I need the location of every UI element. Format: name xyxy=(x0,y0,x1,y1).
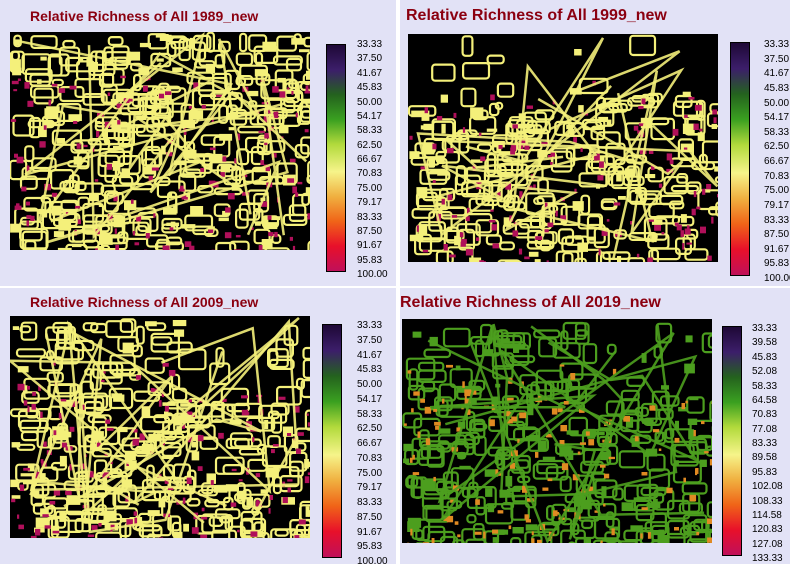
legend-tick: 100.00 xyxy=(357,269,388,280)
legend-tick: 79.17 xyxy=(357,197,383,208)
map-panel-1989: Relative Richness of All 1989_new 33.33 3… xyxy=(0,0,396,286)
legend-tick: 50.00 xyxy=(764,98,790,109)
legend-tick: 120.83 xyxy=(752,524,783,535)
legend-tick: 114.58 xyxy=(752,510,782,521)
legend-tick: 87.50 xyxy=(764,229,790,240)
legend-tick: 33.33 xyxy=(357,320,383,331)
legend-tick: 52.08 xyxy=(752,366,778,377)
legend-tick: 108.33 xyxy=(752,496,783,507)
legend-tick: 100.00 xyxy=(357,556,388,564)
map-panel-2009: Relative Richness of All 2009_new 33.33 3… xyxy=(0,288,396,564)
map-title-2019: Relative Richness of All 2019_new xyxy=(400,294,661,311)
map-raster-1989 xyxy=(10,32,310,250)
legend-tick: 41.67 xyxy=(357,350,383,361)
map-raster-2019 xyxy=(402,319,712,543)
legend-tick: 75.00 xyxy=(764,185,790,196)
legend-ticks-2009: 33.33 37.50 41.67 45.83 50.00 54.17 58.33 62.50… xyxy=(357,321,396,564)
legend-ramp-2009 xyxy=(322,324,342,558)
map-raster-1999 xyxy=(408,34,718,262)
legend-tick: 54.17 xyxy=(357,111,383,122)
map-panel-1999: Relative Richness of All 1999_new 33.33 3… xyxy=(400,0,790,286)
legend-tick: 75.00 xyxy=(357,468,383,479)
legend-tick: 33.33 xyxy=(764,39,790,50)
legend-tick: 66.67 xyxy=(357,438,383,449)
legend-tick: 37.50 xyxy=(764,54,790,65)
legend-tick: 66.67 xyxy=(764,156,790,167)
legend-tick: 33.33 xyxy=(752,323,778,334)
legend-tick: 102.08 xyxy=(752,481,783,492)
legend-tick: 41.67 xyxy=(357,68,383,79)
legend-tick: 70.83 xyxy=(752,409,778,420)
legend-ticks-1999: 33.33 37.50 41.67 45.83 50.00 54.17 58.33 62.50… xyxy=(764,40,790,284)
legend-tick: 87.50 xyxy=(357,512,383,523)
legend-tick: 45.83 xyxy=(764,83,790,94)
legend-tick: 39.58 xyxy=(752,337,778,348)
map-raster-2009 xyxy=(10,316,310,538)
legend-ramp-1999 xyxy=(730,42,750,276)
legend-tick: 58.33 xyxy=(357,409,383,420)
legend-tick: 83.33 xyxy=(764,215,790,226)
legend-tick: 50.00 xyxy=(357,379,383,390)
legend-tick: 133.33 xyxy=(752,553,783,564)
legend-ticks-2019: 33.33 39.58 45.83 52.08 58.33 64.58 70.83 77.08… xyxy=(752,324,790,564)
legend-tick: 50.00 xyxy=(357,97,383,108)
legend-tick: 70.83 xyxy=(357,168,383,179)
map-canvas-2019 xyxy=(402,321,712,543)
legend-tick: 77.08 xyxy=(752,424,778,435)
legend-tick: 89.58 xyxy=(752,452,778,463)
map-panel-2019: Relative Richness of All 2019_new 33.33 3… xyxy=(400,288,790,564)
legend-tick: 100.00 xyxy=(764,273,790,284)
legend-tick: 83.33 xyxy=(357,212,383,223)
legend-tick: 95.83 xyxy=(764,258,790,269)
legend-tick: 41.67 xyxy=(764,68,790,79)
legend-tick: 83.33 xyxy=(357,497,383,508)
legend-tick: 64.58 xyxy=(752,395,778,406)
map-title-1989: Relative Richness of All 1989_new xyxy=(30,8,259,24)
legend-tick: 79.17 xyxy=(764,200,790,211)
legend-tick: 95.83 xyxy=(357,541,383,552)
legend-tick: 91.67 xyxy=(764,244,790,255)
legend-tick: 62.50 xyxy=(357,423,383,434)
map-canvas-1999 xyxy=(408,34,718,262)
legend-tick: 91.67 xyxy=(357,527,383,538)
legend-tick: 62.50 xyxy=(357,140,383,151)
legend-tick: 62.50 xyxy=(764,141,790,152)
legend-tick: 127.08 xyxy=(752,539,783,550)
legend-tick: 66.67 xyxy=(357,154,383,165)
legend-tick: 79.17 xyxy=(357,482,383,493)
legend-tick: 95.83 xyxy=(357,255,383,266)
legend-tick: 37.50 xyxy=(357,53,383,64)
legend-tick: 91.67 xyxy=(357,240,383,251)
legend-tick: 83.33 xyxy=(752,438,778,449)
map-title-2009: Relative Richness of All 2009_new xyxy=(30,294,259,310)
legend-tick: 54.17 xyxy=(764,112,790,123)
map-canvas-1989 xyxy=(10,32,310,250)
legend-tick: 70.83 xyxy=(764,171,790,182)
legend-tick: 87.50 xyxy=(357,226,383,237)
legend-tick: 75.00 xyxy=(357,183,383,194)
legend-tick: 45.83 xyxy=(752,352,778,363)
legend-tick: 58.33 xyxy=(752,381,778,392)
legend-tick: 33.33 xyxy=(357,39,383,50)
legend-ticks-1989: 33.33 37.50 41.67 45.83 50.00 54.17 58.33 62.50… xyxy=(357,40,396,280)
legend-tick: 70.83 xyxy=(357,453,383,464)
legend-tick: 37.50 xyxy=(357,335,383,346)
legend-tick: 58.33 xyxy=(357,125,383,136)
legend-tick: 95.83 xyxy=(752,467,778,478)
map-canvas-2009 xyxy=(10,317,310,538)
legend-ramp-2019 xyxy=(722,326,742,556)
legend-tick: 45.83 xyxy=(357,82,383,93)
legend-tick: 54.17 xyxy=(357,394,383,405)
legend-tick: 45.83 xyxy=(357,364,383,375)
map-title-1999: Relative Richness of All 1999_new xyxy=(406,7,667,24)
legend-tick: 58.33 xyxy=(764,127,790,138)
legend-ramp-1989 xyxy=(326,44,346,272)
